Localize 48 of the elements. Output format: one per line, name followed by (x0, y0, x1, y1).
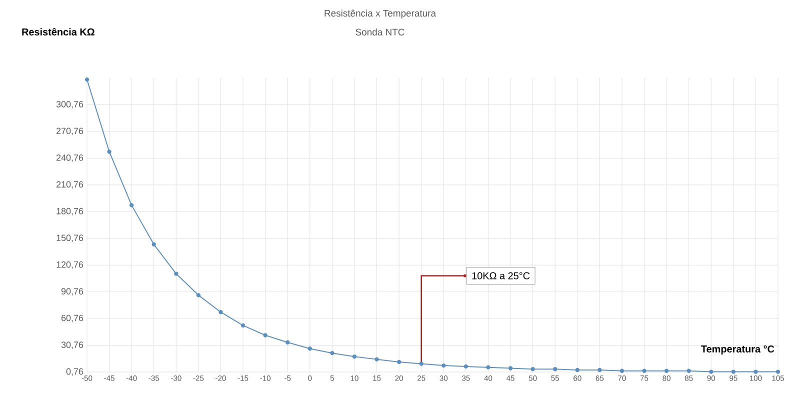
y-tick-label: 270,76 (56, 128, 84, 136)
chart-subtitle: Sonda NTC (356, 28, 404, 36)
point (553, 367, 558, 372)
y-tick-label: 60,76 (61, 314, 84, 322)
point (308, 346, 312, 351)
point (575, 368, 580, 372)
point (240, 323, 246, 328)
point (419, 362, 424, 366)
y-tick-label: 150,76 (56, 234, 84, 242)
point (754, 370, 758, 374)
point (152, 242, 156, 246)
y-tick-label: 0,76 (66, 368, 84, 376)
point (664, 368, 669, 373)
x-axis-title: Temperatura °C (701, 345, 774, 354)
y-tick-label: 90,76 (61, 288, 84, 296)
point (442, 363, 446, 368)
point (263, 333, 268, 338)
point (374, 357, 379, 362)
point (129, 203, 134, 208)
point (620, 368, 624, 373)
point (107, 150, 112, 154)
point (196, 293, 201, 298)
point (686, 368, 691, 373)
point (174, 272, 178, 276)
point (396, 360, 402, 364)
point (530, 367, 535, 372)
y-tick-label: 210,76 (56, 181, 84, 189)
point (709, 370, 714, 374)
point (286, 340, 290, 344)
point (508, 366, 513, 370)
y-tick-label: 240,76 (56, 154, 84, 162)
y-tick-label: 180,76 (56, 208, 84, 216)
point (84, 77, 90, 82)
point (352, 354, 357, 359)
point (486, 365, 490, 370)
y-tick-label: 30,76 (61, 342, 84, 349)
point (731, 370, 736, 374)
point (330, 350, 334, 356)
point (218, 310, 223, 314)
point (642, 368, 646, 373)
y-tick-label: 300,76 (56, 101, 84, 108)
y-axis-title: Resistência KΩ (22, 28, 94, 36)
chart-title: Resistência x Temperatura (324, 10, 436, 18)
annotation: 10KΩ a 25°C (472, 272, 530, 280)
point (598, 368, 602, 372)
point (776, 370, 780, 374)
point (464, 364, 468, 369)
y-tick-label: 120,76 (56, 261, 84, 269)
